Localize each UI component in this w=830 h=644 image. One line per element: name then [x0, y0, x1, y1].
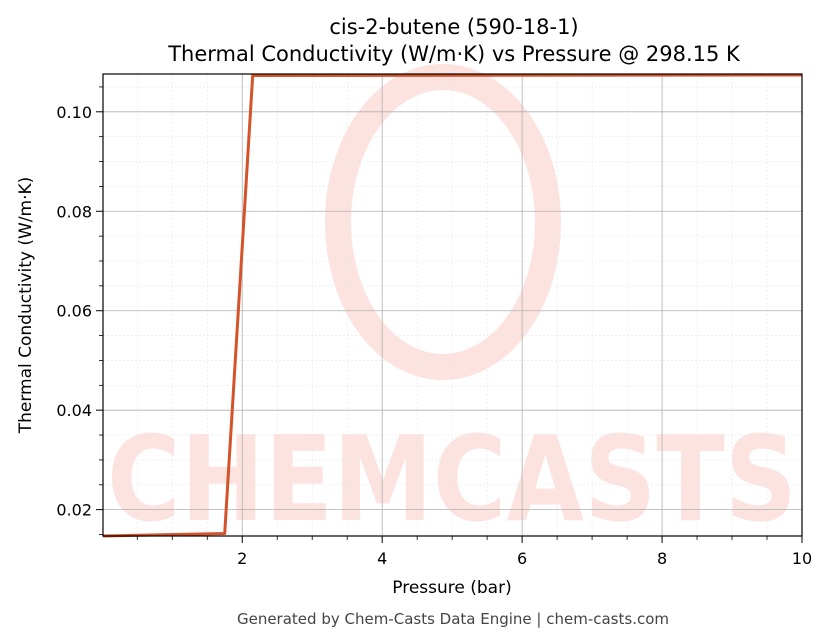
major-grid [103, 74, 803, 536]
y-axis-label: Thermal Conductivity (W/m·K) [16, 177, 36, 435]
y-axis: 0.02 0.04 0.06 0.08 0.10 [56, 86, 103, 535]
plot-background [103, 74, 802, 536]
x-tick-label: 10 [792, 549, 812, 568]
x-tick-label: 6 [517, 549, 527, 568]
plot-area: CHEMCASTS [102, 64, 803, 548]
y-tick-label: 0.02 [56, 501, 92, 520]
watermark-logo-ring [325, 64, 561, 380]
y-tick-label: 0.04 [56, 401, 92, 420]
x-tick-label: 4 [377, 549, 387, 568]
footer-text: Generated by Chem-Casts Data Engine | ch… [237, 610, 669, 628]
y-tick-label: 0.08 [56, 202, 92, 221]
x-axis: 2 4 6 8 10 [136, 536, 812, 568]
x-tick-label: 8 [657, 549, 667, 568]
x-tick-label: 2 [237, 549, 247, 568]
y-tick-label: 0.06 [56, 302, 92, 321]
y-tick-label: 0.10 [56, 103, 92, 122]
x-axis-label: Pressure (bar) [392, 578, 511, 598]
series-layer [102, 73, 803, 538]
chart-title-line1: cis-2-butene (590-18-1) [329, 15, 578, 39]
series-line [102, 73, 803, 538]
chart-title-line2: Thermal Conductivity (W/m·K) vs Pressure… [167, 42, 741, 66]
